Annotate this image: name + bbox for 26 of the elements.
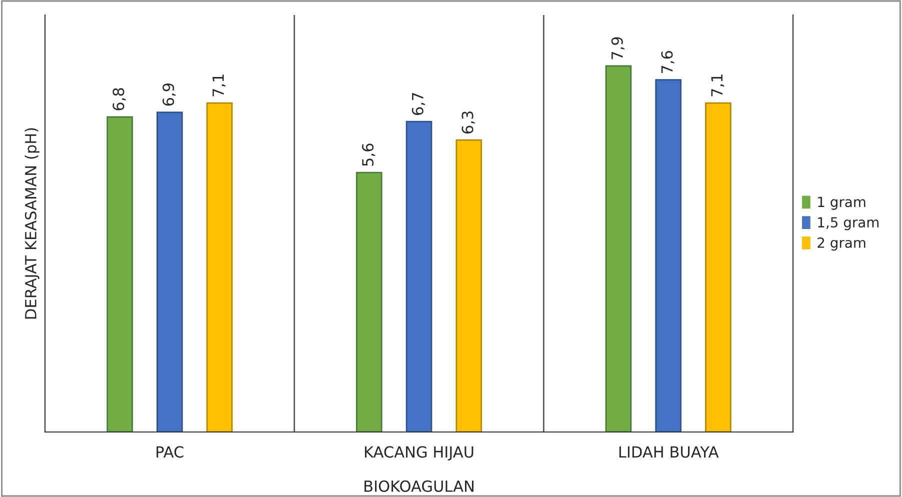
data-label: 7,1 — [711, 74, 724, 96]
bar — [456, 139, 482, 432]
x-axis-title: BIOKOAGULAN — [364, 480, 474, 492]
bar — [206, 102, 233, 432]
data-label: 5,6 — [362, 144, 376, 166]
x-tick-label: KACANG HIJAU — [364, 446, 474, 461]
data-label: 6,7 — [412, 93, 425, 115]
bar — [605, 65, 632, 432]
bar — [106, 116, 133, 432]
legend-label: 1,5 gram — [818, 217, 878, 230]
y-axis-title: DERAJAT KEASAMAN (pH) — [24, 128, 40, 319]
data-label: 7,6 — [661, 50, 674, 74]
data-label: 6,3 — [462, 111, 475, 134]
legend-label: 1 gram — [818, 196, 866, 210]
bar — [156, 112, 183, 432]
data-label: 7,1 — [212, 74, 226, 96]
bar — [655, 79, 682, 432]
data-label: 6,9 — [162, 84, 176, 106]
bar — [705, 102, 732, 432]
legend-label: 2 gram — [818, 237, 866, 251]
x-tick-label: LIDAH BUAYA — [619, 446, 719, 458]
x-tick-label: PAC — [156, 446, 184, 458]
bar — [356, 172, 382, 432]
data-label: 6,8 — [112, 88, 126, 110]
data-label: 7,9 — [611, 37, 624, 60]
bar — [406, 120, 432, 432]
